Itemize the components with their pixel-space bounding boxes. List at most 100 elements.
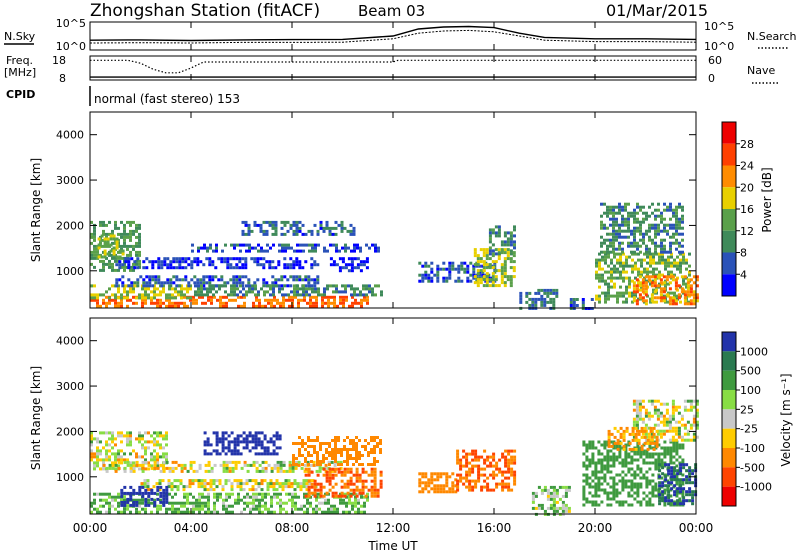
heatmap-cell [96,458,99,462]
heatmap-cell [172,260,176,264]
heatmap-cell [635,423,639,427]
heatmap-cell [600,250,603,254]
heatmap-cell [260,246,263,250]
heatmap-cell [227,449,231,453]
heatmap-cell [196,278,200,282]
heatmap-cell [609,440,613,444]
heatmap-cell [315,507,318,511]
heatmap-cell [613,267,616,271]
heatmap-cell [258,492,261,496]
heatmap-cell [546,291,550,295]
heatmap-cell [254,434,258,438]
heatmap-cell [156,443,159,447]
heatmap-cell [675,223,678,227]
heatmap-cell [306,460,310,464]
heatmap-cell [663,449,667,453]
heatmap-cell [264,304,267,308]
heatmap-cell [492,464,496,468]
heatmap-cell [274,232,278,236]
heatmap-cell [604,270,607,274]
heatmap-cell [666,479,670,483]
heatmap-cell [324,510,327,514]
heatmap-cell [364,448,367,451]
heatmap-cell [655,441,659,445]
heatmap-cell [129,238,132,242]
heatmap-cell [618,232,621,236]
heatmap-cell [675,241,678,245]
heatmap-cell [260,446,264,450]
heatmap-cell [310,482,314,486]
heatmap-cell [439,490,443,494]
velocity-colorbar-tick: 100 [740,384,761,397]
heatmap-cell [503,272,507,276]
heatmap-cell [374,249,377,253]
heatmap-cell [254,246,257,250]
heatmap-cell [598,294,601,298]
heatmap-cell [695,284,699,288]
heatmap-cell [222,507,225,511]
heatmap-cell [218,437,222,441]
heatmap-cell [675,211,678,215]
heatmap-cell [198,466,202,470]
heatmap-cell [257,443,261,447]
heatmap-cell [231,510,234,514]
heatmap-cell [663,217,666,221]
heatmap-cell [657,458,661,462]
heatmap-cell [476,269,480,273]
heatmap-cell [365,284,368,288]
heatmap-cell [200,246,203,250]
heatmap-cell [261,460,265,464]
heatmap-cell [424,487,428,491]
heatmap-cell [670,264,673,268]
heatmap-cell [120,244,123,248]
heatmap-cell [327,507,330,511]
heatmap-cell [653,435,657,439]
heatmap-cell [245,243,248,247]
heatmap-cell [168,466,172,470]
heatmap-cell [618,247,621,251]
heatmap-cell [339,501,342,505]
heatmap-cell [349,229,353,233]
heatmap-cell [357,501,360,505]
heatmap-cell [234,501,237,505]
heatmap-cell [635,417,639,421]
heatmap-cell [637,252,640,256]
heatmap-cell [318,469,322,473]
heatmap-cell [102,250,105,254]
heatmap-cell [303,495,306,499]
heatmap-cell [286,266,290,270]
heatmap-cell [156,304,159,308]
heatmap-cell [448,273,452,277]
heatmap-cell [606,452,610,456]
heatmap-cell [225,466,229,470]
heatmap-cell [636,467,640,471]
heatmap-cell [363,295,366,299]
heatmap-cell [604,255,607,259]
heatmap-cell [663,250,666,254]
heatmap-cell [264,504,267,508]
heatmap-cell [633,449,637,453]
heatmap-cell [640,447,644,451]
heatmap-cell [222,466,226,470]
heatmap-cell [233,452,237,456]
heatmap-cell [270,495,273,499]
heatmap-cell [114,223,117,227]
heatmap-cell [546,288,550,292]
heatmap-cell [153,463,157,467]
heatmap-cell [485,284,489,288]
heatmap-cell [324,301,327,305]
heatmap-cell [491,281,495,285]
heatmap-cell [648,479,652,483]
heatmap-cell [672,235,675,239]
heatmap-cell [111,463,115,467]
heatmap-cell [186,495,189,499]
heatmap-cell [138,241,141,245]
heatmap-cell [534,303,538,307]
heatmap-cell [145,257,149,261]
heatmap-cell [459,473,463,477]
heatmap-cell [652,441,656,445]
heatmap-cell [624,235,627,239]
heatmap-cell [286,220,290,224]
heatmap-cell [569,301,573,304]
heatmap-cell [129,268,132,272]
